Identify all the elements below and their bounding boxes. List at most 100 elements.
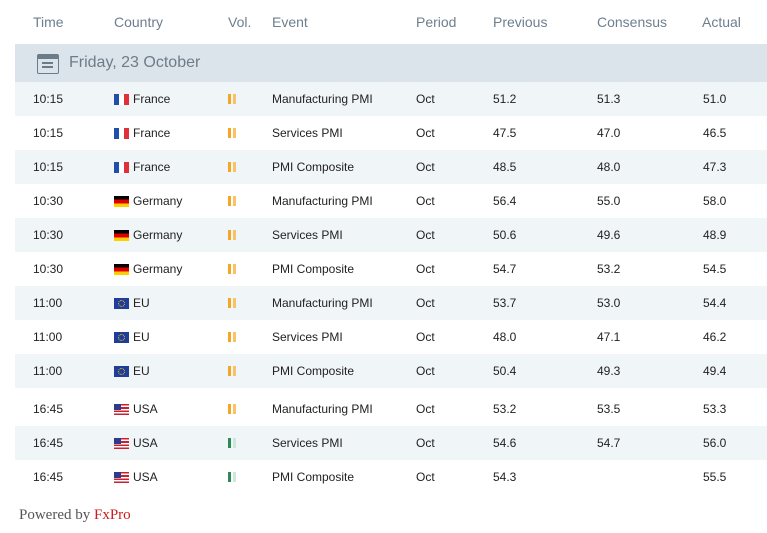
row-period: Oct [416,160,435,174]
row-time: 10:30 [33,262,64,276]
row-country-name: EU [133,330,150,344]
row-consensus: 55.0 [597,194,621,208]
row-country-name: Germany [133,194,183,208]
row-country-name: France [133,92,171,106]
date-group-header: Friday, 23 October [15,44,767,82]
row-event[interactable]: Manufacturing PMI [272,402,373,416]
table-row[interactable]: 10:30 Germany Manufacturing PMI Oct 56.4… [15,184,767,218]
row-event[interactable]: Services PMI [272,126,343,140]
fxpro-link[interactable]: FxPro [94,507,131,523]
volatility-indicator [228,426,236,460]
volatility-indicator [228,82,236,116]
volatility-bars-icon [228,332,236,342]
row-actual: 47.3 [703,160,727,174]
row-country-name: USA [133,470,158,484]
row-actual: 58.0 [703,194,727,208]
volatility-indicator [228,116,236,150]
row-country: USA [114,392,158,426]
header-actual: Actual [702,14,741,30]
row-country: EU [114,286,150,320]
row-country: USA [114,460,158,494]
row-country: France [114,116,170,150]
row-event[interactable]: Services PMI [272,228,343,242]
volatility-bars-icon [228,404,236,414]
table-row[interactable]: 11:00 EU Services PMI Oct 48.0 47.1 46.2 [15,320,767,354]
table-row[interactable]: 10:15 France Services PMI Oct 47.5 47.0 … [15,116,767,150]
header-time: Time [33,14,64,30]
row-period: Oct [416,228,435,242]
eu-flag-icon [114,297,129,309]
row-period: Oct [416,436,435,450]
row-previous: 48.0 [493,330,517,344]
row-actual: 56.0 [703,436,727,450]
row-time: 16:45 [33,470,64,484]
row-actual: 54.5 [703,262,727,276]
row-country-name: France [133,126,171,140]
volatility-indicator [228,184,236,218]
de-flag-icon [114,195,129,207]
table-row[interactable]: 16:45 USA PMI Composite Oct 54.3 55.5 [15,460,767,494]
row-country-name: USA [133,402,158,416]
row-country-name: EU [133,296,150,310]
row-country-name: EU [133,364,150,378]
fr-flag-icon [114,161,129,173]
row-time: 11:00 [33,296,63,310]
events-table-body: 10:15 France Manufacturing PMI Oct 51.2 … [15,82,767,494]
row-time: 10:15 [33,92,64,106]
row-time: 10:15 [33,160,64,174]
table-row[interactable]: 10:15 France Manufacturing PMI Oct 51.2 … [15,82,767,116]
powered-by: Powered by FxPro [19,507,131,524]
row-time: 11:00 [33,364,63,378]
row-time: 10:30 [33,228,64,242]
row-event[interactable]: Manufacturing PMI [272,296,373,310]
row-period: Oct [416,126,435,140]
us-flag-icon [114,471,129,483]
row-country: France [114,150,170,184]
eu-flag-icon [114,331,129,343]
row-event[interactable]: PMI Composite [272,262,355,276]
row-country-name: USA [133,436,158,450]
row-consensus: 53.5 [597,402,621,416]
table-row[interactable]: 10:15 France PMI Composite Oct 48.5 48.0… [15,150,767,184]
row-actual: 46.5 [703,126,727,140]
row-consensus: 51.3 [597,92,621,106]
volatility-indicator [228,392,236,426]
row-actual: 48.9 [703,228,727,242]
row-actual: 49.4 [703,364,727,378]
row-consensus: 49.6 [597,228,621,242]
row-event[interactable]: Services PMI [272,330,343,344]
row-previous: 56.4 [493,194,517,208]
row-period: Oct [416,194,435,208]
row-event[interactable]: Services PMI [272,436,343,450]
table-row[interactable]: 10:30 Germany Services PMI Oct 50.6 49.6… [15,218,767,252]
row-consensus: 53.2 [597,262,621,276]
row-period: Oct [416,92,435,106]
table-row[interactable]: 16:45 USA Manufacturing PMI Oct 53.2 53.… [15,392,767,426]
volatility-bars-icon [228,472,236,482]
row-consensus: 53.0 [597,296,621,310]
row-event[interactable]: PMI Composite [272,160,355,174]
de-flag-icon [114,229,129,241]
header-event: Event [272,14,308,30]
row-event[interactable]: PMI Composite [272,470,355,484]
row-time: 11:00 [33,330,63,344]
table-row[interactable]: 16:45 USA Services PMI Oct 54.6 54.7 56.… [15,426,767,460]
table-row[interactable]: 11:00 EU Manufacturing PMI Oct 53.7 53.0… [15,286,767,320]
row-period: Oct [416,364,435,378]
row-period: Oct [416,470,435,484]
row-event[interactable]: Manufacturing PMI [272,194,373,208]
volatility-indicator [228,460,236,494]
row-consensus: 48.0 [597,160,621,174]
table-row[interactable]: 11:00 EU PMI Composite Oct 50.4 49.3 49.… [15,354,767,388]
table-row[interactable]: 10:30 Germany PMI Composite Oct 54.7 53.… [15,252,767,286]
row-event[interactable]: Manufacturing PMI [272,92,373,106]
row-country: France [114,82,170,116]
row-previous: 53.2 [493,402,517,416]
row-previous: 50.4 [493,364,517,378]
volatility-bars-icon [228,230,236,240]
row-country: Germany [114,252,182,286]
row-event[interactable]: PMI Composite [272,364,355,378]
header-vol: Vol. [228,14,252,30]
row-previous: 50.6 [493,228,517,242]
row-previous: 48.5 [493,160,517,174]
